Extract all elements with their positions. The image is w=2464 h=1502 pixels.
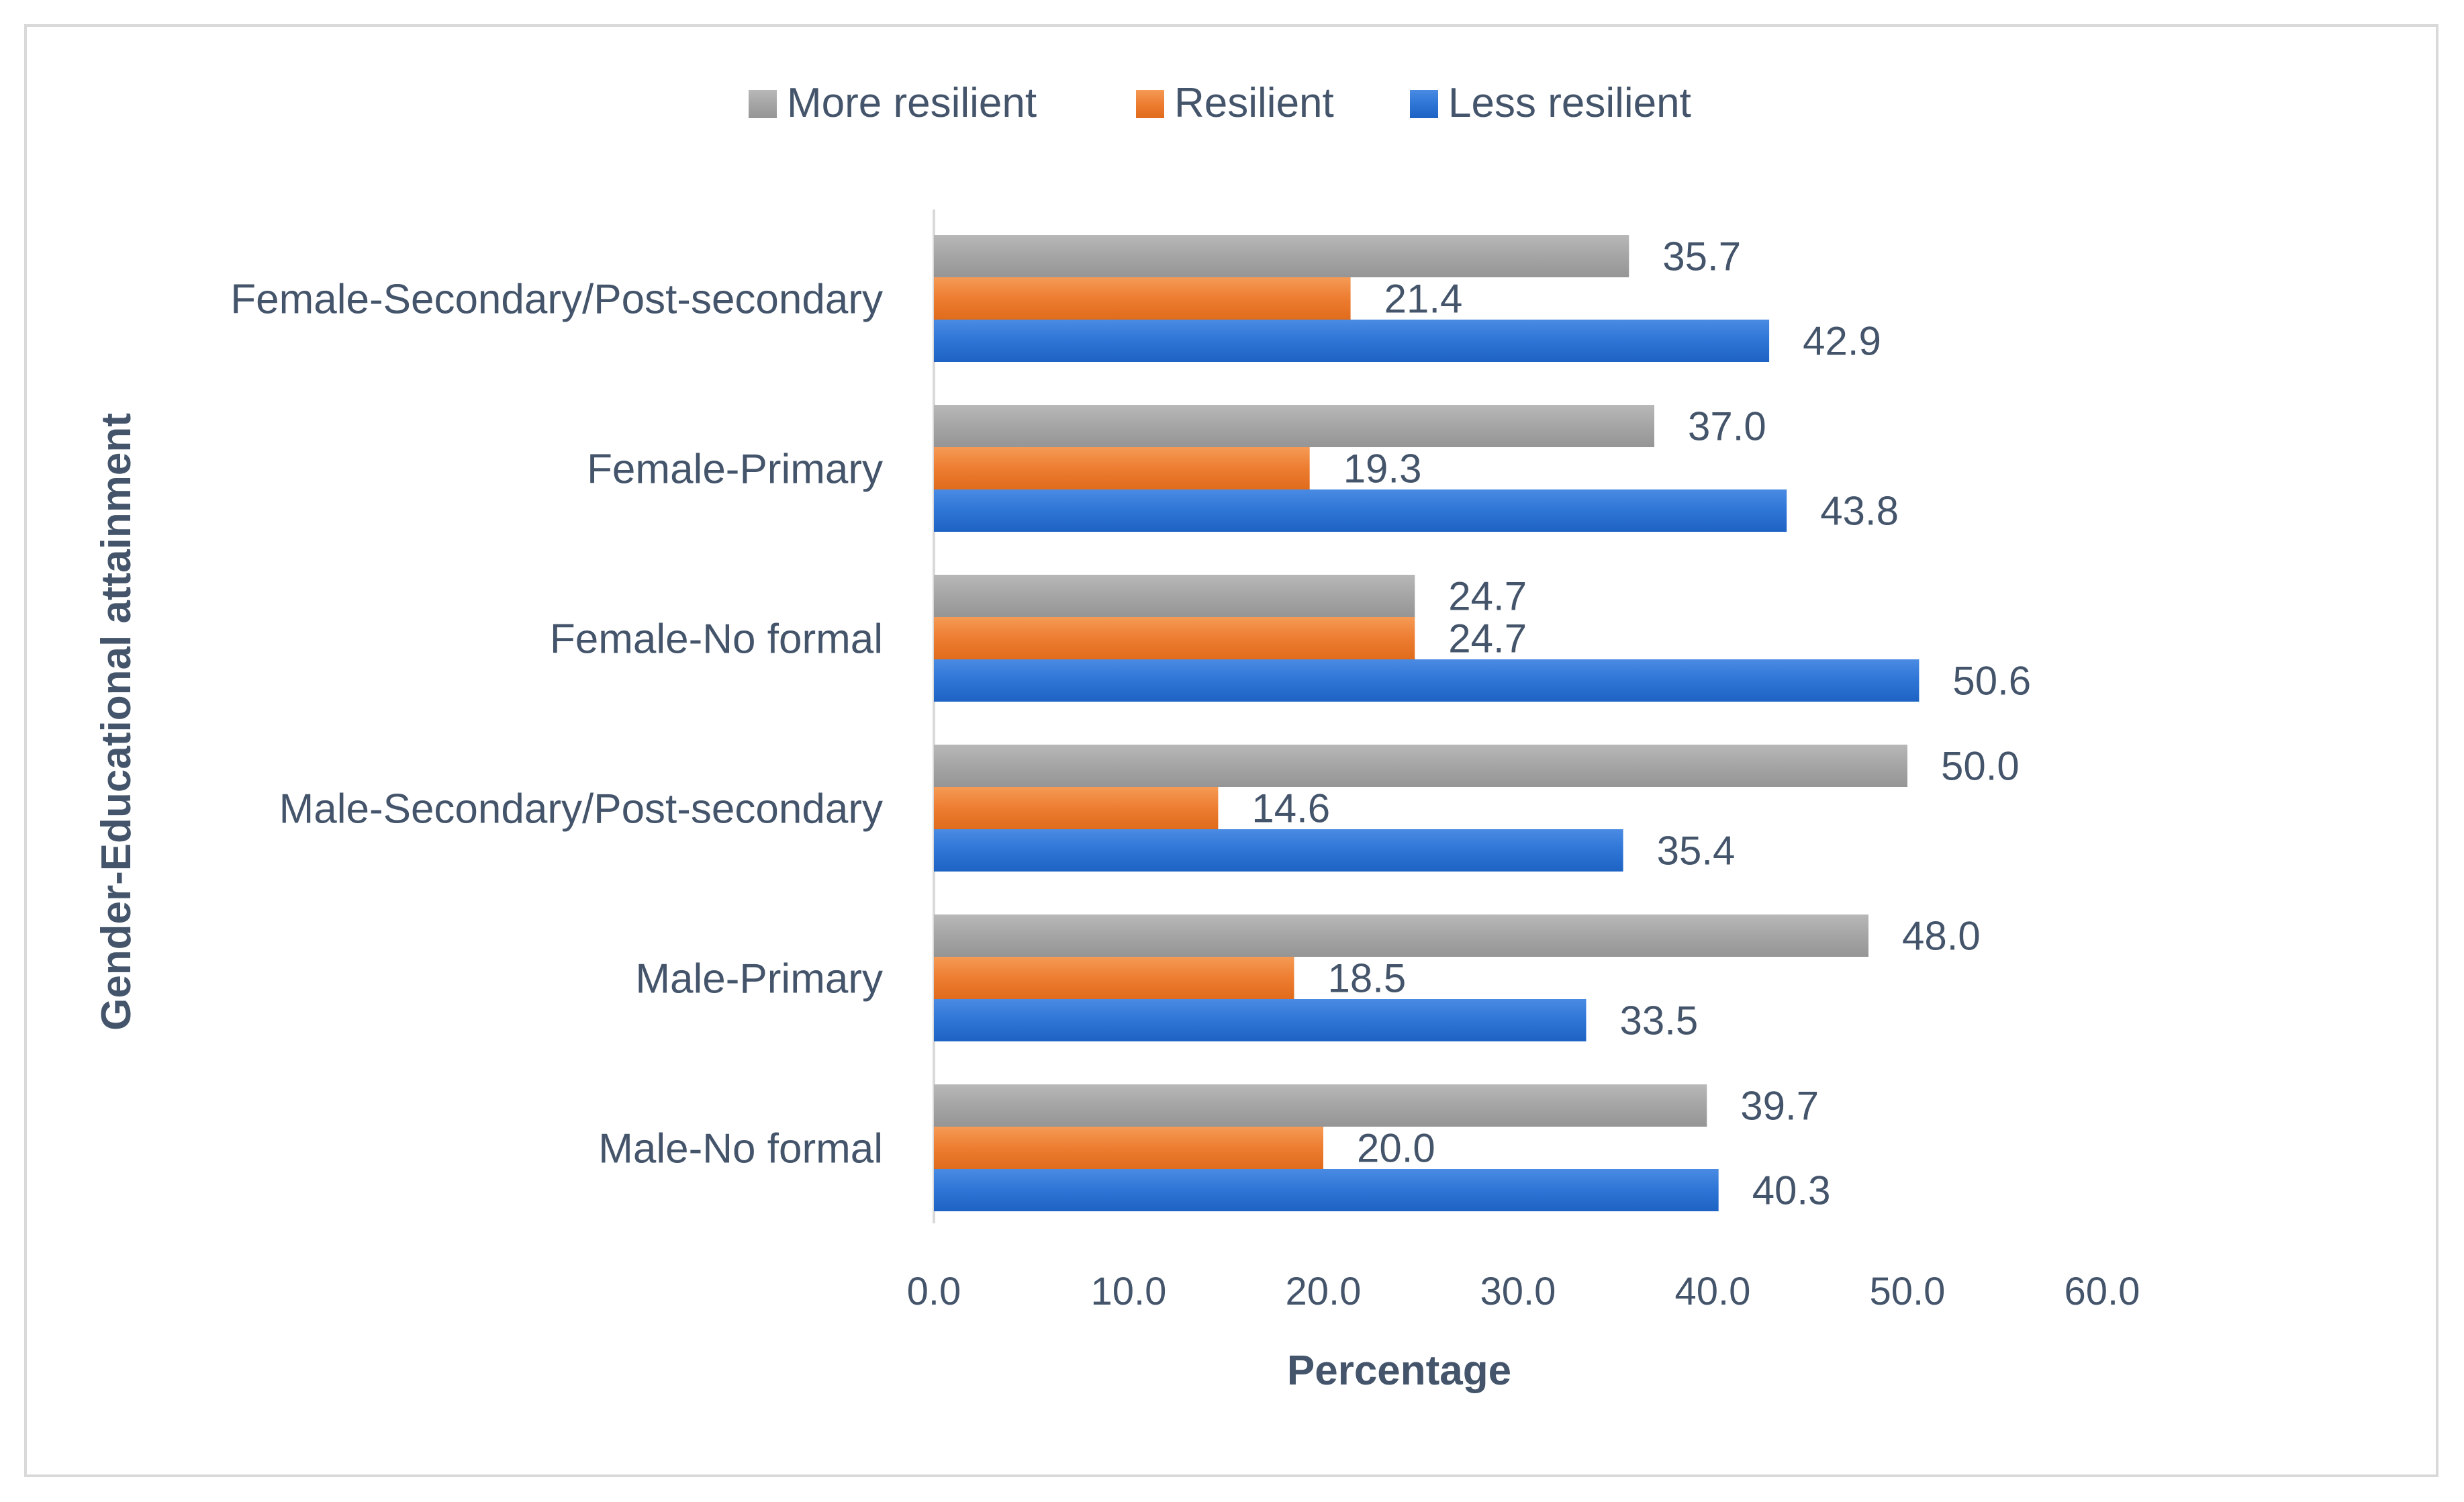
- bar-more-resilient-male-secondary-post-secondary: [934, 745, 1907, 787]
- category-label-female-no-formal: Female-No formal: [550, 616, 883, 663]
- x-tick-label: 0.0: [907, 1270, 961, 1313]
- data-label-more-resilient-male-secondary-post-secondary: 50.0: [1941, 744, 2020, 789]
- data-label-resilient-male-no-formal: 20.0: [1357, 1126, 1435, 1171]
- category-label-male-no-formal: Male-No formal: [598, 1126, 883, 1172]
- data-label-resilient-female-primary: 19.3: [1343, 447, 1422, 491]
- bar-less-resilient-male-secondary-post-secondary: [934, 829, 1623, 872]
- data-label-more-resilient-female-secondary-post-secondary: 35.7: [1662, 234, 1741, 279]
- bar-more-resilient-female-primary: [934, 405, 1654, 447]
- data-label-resilient-female-no-formal: 24.7: [1448, 616, 1527, 661]
- data-labels: 35.7 21.4 42.9 37.0 19.3 43.8 24.724.7 50.6 50.0…: [1251, 234, 2031, 1213]
- bar-marks: [934, 235, 1920, 1211]
- chart-svg: More resilient Resilient Less resilient …: [93, 80, 2140, 1394]
- bar-more-resilient-female-secondary-post-secondary: [934, 235, 1629, 277]
- bar-less-resilient-male-no-formal: [934, 1169, 1719, 1211]
- category-label-male-primary: Male-Primary: [635, 956, 883, 1002]
- data-label-less-resilient-female-no-formal: 50.6: [1952, 659, 2031, 704]
- x-tick-label: 20.0: [1286, 1270, 1362, 1313]
- bar-resilient-female-no-formal: [934, 617, 1415, 659]
- bar-more-resilient-female-no-formal: [934, 575, 1415, 617]
- data-label-more-resilient-male-no-formal: 39.7: [1740, 1084, 1819, 1129]
- data-label-more-resilient-female-primary: 37.0: [1688, 404, 1766, 449]
- legend-swatch-resilient: [1136, 90, 1164, 118]
- data-label-resilient-female-secondary-post-secondary: 21.4: [1384, 277, 1463, 322]
- chart-frame: More resilient Resilient Less resilient …: [24, 24, 2438, 1477]
- data-label-less-resilient-female-secondary-post-secondary: 42.9: [1803, 319, 1881, 364]
- data-label-less-resilient-male-primary: 33.5: [1620, 998, 1699, 1043]
- category-label-female-secondary-post-secondary: Female-Secondary/Post-secondary: [230, 277, 883, 323]
- legend-swatch-more-resilient: [749, 90, 777, 118]
- data-label-resilient-male-primary: 18.5: [1328, 956, 1407, 1001]
- y-axis-title: Gender-Educational attainment: [93, 413, 140, 1031]
- data-label-more-resilient-male-primary: 48.0: [1902, 914, 1981, 959]
- data-label-resilient-male-secondary-post-secondary: 14.6: [1251, 786, 1330, 831]
- data-label-more-resilient-female-no-formal: 24.7: [1448, 574, 1527, 619]
- legend-label-resilient: Resilient: [1174, 80, 1334, 126]
- legend: More resilient Resilient Less resilient: [749, 80, 1691, 126]
- bar-less-resilient-male-primary: [934, 999, 1586, 1041]
- category-label-female-primary: Female-Primary: [587, 447, 883, 493]
- x-tick-label: 50.0: [1870, 1270, 1946, 1313]
- x-axis-title: Percentage: [1287, 1348, 1511, 1394]
- x-tick-label: 40.0: [1675, 1270, 1751, 1313]
- x-tick-label: 10.0: [1091, 1270, 1167, 1313]
- bar-less-resilient-female-secondary-post-secondary: [934, 320, 1770, 362]
- category-label-male-secondary-post-secondary: Male-Secondary/Post-secondary: [279, 786, 883, 833]
- bar-resilient-male-primary: [934, 957, 1294, 999]
- bar-resilient-female-secondary-post-secondary: [934, 277, 1351, 320]
- bar-less-resilient-female-primary: [934, 489, 1787, 532]
- data-label-less-resilient-male-no-formal: 40.3: [1752, 1168, 1831, 1213]
- bar-resilient-male-secondary-post-secondary: [934, 787, 1219, 829]
- legend-label-less-resilient: Less resilient: [1448, 80, 1691, 126]
- bar-more-resilient-male-primary: [934, 914, 1868, 957]
- data-label-less-resilient-male-secondary-post-secondary: 35.4: [1657, 829, 1736, 874]
- x-tick-label: 60.0: [2065, 1270, 2140, 1313]
- data-label-less-resilient-female-primary: 43.8: [1820, 489, 1899, 534]
- x-tick-labels: 0.0 10.0 20.0 30.0 40.0 50.0 60.0: [907, 1270, 2140, 1313]
- bar-resilient-male-no-formal: [934, 1127, 1323, 1169]
- category-labels: Female-Secondary/Post-secondary Female-Pr…: [230, 277, 883, 1172]
- x-tick-label: 30.0: [1480, 1270, 1556, 1313]
- bar-resilient-female-primary: [934, 447, 1310, 489]
- legend-swatch-less-resilient: [1410, 90, 1438, 118]
- bar-more-resilient-male-no-formal: [934, 1084, 1707, 1127]
- legend-label-more-resilient: More resilient: [787, 80, 1037, 126]
- bar-less-resilient-female-no-formal: [934, 659, 1920, 702]
